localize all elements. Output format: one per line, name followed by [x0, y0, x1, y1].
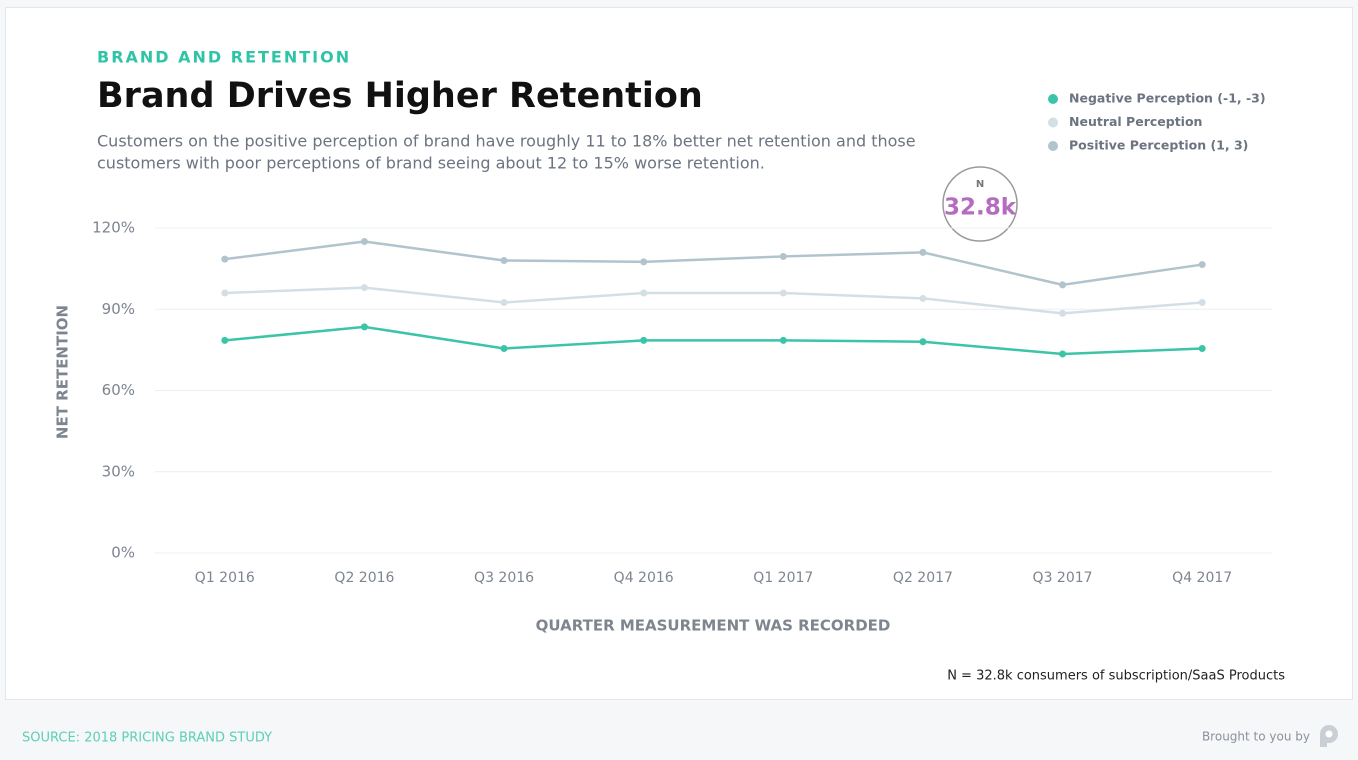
x-tick-label: Q4 2016 [614, 570, 674, 586]
x-tick-label: Q4 2017 [1172, 570, 1232, 586]
badge [942, 166, 1018, 242]
point [360, 238, 368, 246]
kicker: BRAND AND RETENTION [97, 48, 351, 67]
x-tick-label: Q3 2017 [1033, 570, 1093, 586]
point [1059, 281, 1067, 289]
point [779, 252, 787, 260]
y-tick-label: 0% [111, 544, 135, 562]
point [640, 258, 648, 266]
point [1198, 345, 1206, 353]
subtitle: customers with poor perceptions of brand… [97, 154, 765, 173]
legend-marker [1048, 117, 1058, 128]
credit: Brought to you by [1202, 730, 1310, 744]
legend-marker [1048, 94, 1058, 104]
y-tick-label: 120% [92, 219, 135, 237]
chart-title: Brand Drives Higher Retention [97, 76, 703, 116]
y-tick-label: 60% [102, 381, 135, 399]
legend-label: Negative Perception (-1, -3) [1069, 91, 1266, 106]
legend-marker [1048, 141, 1058, 151]
point [360, 323, 368, 331]
point [640, 336, 648, 344]
y-tick-label: 90% [102, 300, 135, 318]
series-line [224, 325, 1203, 356]
y-tick-label: 30% [102, 462, 135, 480]
point [500, 345, 508, 353]
x-tick-label: Q2 2016 [334, 570, 394, 586]
legend-label: Positive Perception (1, 3) [1069, 138, 1248, 153]
legend-label: Neutral Perception [1069, 114, 1202, 129]
x-tick-label: Q1 2016 [195, 570, 255, 586]
x-axis-label: QUARTER MEASUREMENT WAS RECORDED [536, 617, 891, 635]
point [500, 298, 508, 306]
note: N = 32.8k consumers of subscription/SaaS… [947, 669, 1285, 684]
point [919, 248, 927, 256]
point [221, 336, 229, 344]
point [919, 338, 927, 346]
point [360, 284, 368, 292]
point [779, 289, 787, 297]
point [1198, 298, 1206, 306]
point [1198, 261, 1206, 269]
logo [1320, 725, 1338, 747]
card [5, 7, 1353, 700]
series-line [224, 286, 1203, 315]
series-line [224, 240, 1203, 287]
point [919, 294, 927, 302]
x-tick-label: Q1 2017 [753, 570, 813, 586]
y-axis-label: NET RETENTION [54, 305, 72, 439]
badge-label: N [976, 179, 984, 190]
point [779, 336, 787, 344]
point [640, 289, 648, 297]
point [500, 257, 508, 264]
subtitle: Customers on the positive perception of … [97, 132, 916, 151]
point [221, 289, 229, 297]
badge-value: 32.8k [944, 195, 1017, 221]
point [1059, 309, 1067, 317]
point [221, 255, 229, 263]
x-tick-label: Q3 2016 [474, 570, 534, 586]
x-tick-label: Q2 2017 [893, 570, 953, 586]
source: SOURCE: 2018 PRICING BRAND STUDY [22, 731, 272, 746]
point [1059, 350, 1067, 358]
